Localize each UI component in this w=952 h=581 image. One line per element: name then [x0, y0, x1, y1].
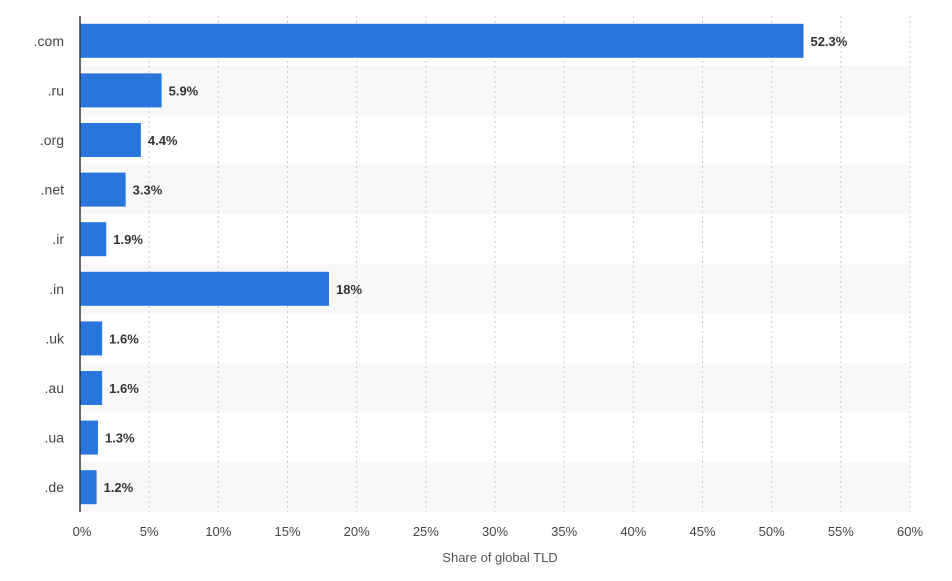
x-tick-label: 60% — [897, 524, 923, 539]
data-label: 1.9% — [113, 232, 143, 247]
x-tick-label: 25% — [413, 524, 439, 539]
x-tick-label: 40% — [620, 524, 646, 539]
bar[interactable] — [80, 371, 103, 405]
data-label: 18% — [336, 282, 362, 297]
category-label: .uk — [45, 330, 65, 346]
category-label: .in — [49, 281, 64, 297]
category-labels: .com .ru .org .net .ir .in .uk .au .ua .de — [34, 33, 65, 495]
x-tick-label: 5% — [140, 524, 159, 539]
bar[interactable] — [80, 123, 141, 157]
x-axis-title: Share of global TLD — [442, 550, 557, 565]
bar[interactable] — [80, 271, 329, 306]
x-tick-label: 45% — [689, 524, 715, 539]
data-label: 5.9% — [169, 83, 199, 98]
x-tick-label: 35% — [551, 524, 577, 539]
category-label: .ru — [48, 82, 64, 98]
data-label: 1.6% — [109, 381, 139, 396]
x-tick-label: 20% — [344, 524, 370, 539]
data-labels: 52.3% 5.9% 4.4% 3.3% 1.9% 18% 1.6% 1.6% 1.3% 1.2% — [104, 34, 848, 495]
data-label: 52.3% — [810, 34, 847, 49]
bar[interactable] — [80, 321, 103, 356]
data-label: 4.4% — [148, 133, 178, 148]
category-label: .au — [45, 380, 64, 396]
x-tick-label: 10% — [205, 524, 231, 539]
bar[interactable] — [80, 172, 126, 207]
x-tick-label: 15% — [274, 524, 300, 539]
category-label: .com — [34, 33, 64, 49]
data-label: 3.3% — [133, 183, 163, 198]
x-tick-label: 0% — [73, 524, 92, 539]
data-label: 1.2% — [104, 480, 134, 495]
bar[interactable] — [80, 222, 107, 257]
bar[interactable] — [80, 470, 97, 505]
category-label: .org — [40, 132, 64, 148]
data-label: 1.3% — [105, 431, 135, 446]
category-label: .ua — [45, 430, 65, 446]
category-label: .de — [45, 479, 65, 495]
x-tick-label: 30% — [482, 524, 508, 539]
bar[interactable] — [80, 73, 162, 108]
data-label: 1.6% — [109, 331, 139, 346]
bars — [80, 23, 804, 505]
bar[interactable] — [80, 420, 98, 455]
category-label: .ir — [52, 231, 64, 247]
bar[interactable] — [80, 23, 804, 58]
x-tick-label: 50% — [759, 524, 785, 539]
x-tick-label: 55% — [828, 524, 854, 539]
category-label: .net — [41, 182, 64, 198]
x-tick-labels: 0% 5% 10% 15% 20% 25% 30% 35% 40% 45% 50% 55% 60% — [73, 524, 924, 539]
